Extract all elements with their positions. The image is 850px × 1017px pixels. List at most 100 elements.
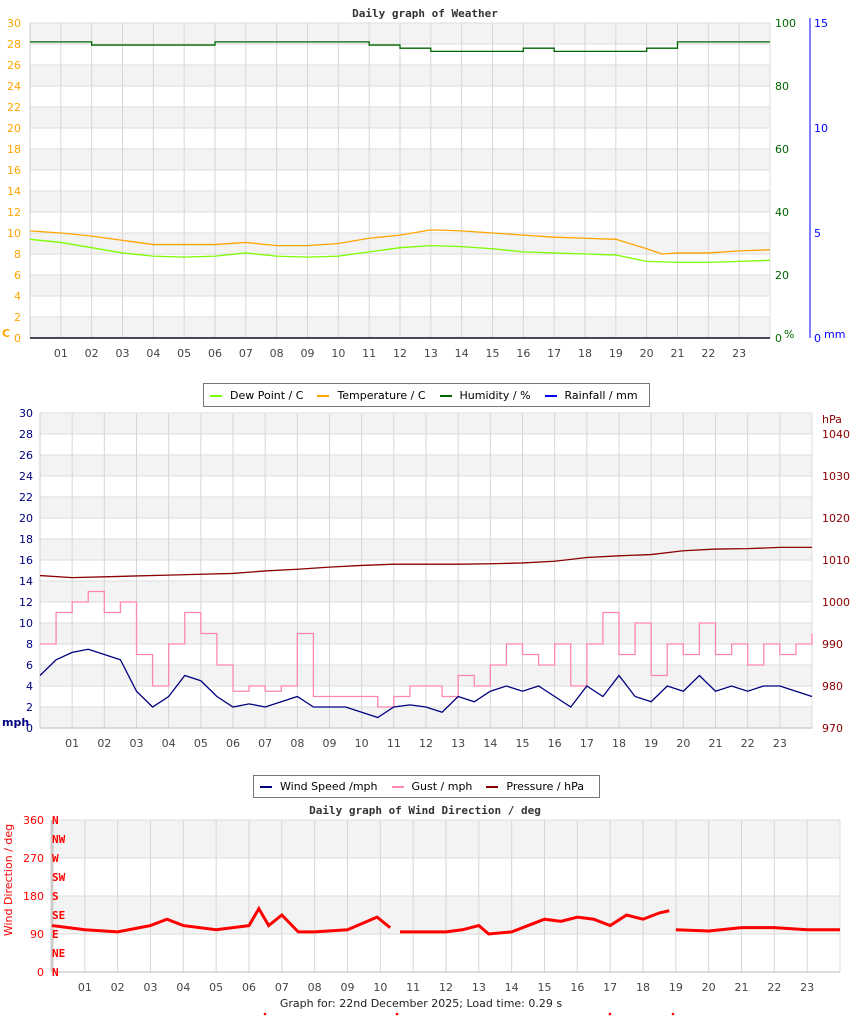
wind-tick-label: 20: [19, 512, 33, 525]
x-tick-label: 15: [486, 347, 500, 360]
humidity-tick-label: 20: [775, 269, 789, 282]
stray-point: [608, 1012, 612, 1016]
temperature-tick-label: 20: [7, 122, 21, 135]
humidity-tick-label: 80: [775, 80, 789, 93]
rainfall-tick-label: 0: [814, 332, 821, 345]
compass-label: W: [52, 852, 59, 865]
x-tick-label: 05: [209, 981, 223, 994]
x-tick-label: 16: [548, 737, 562, 750]
legend-item-gust: Gust / mph: [391, 780, 472, 793]
rainfall-tick-label: 10: [814, 122, 828, 135]
x-tick-label: 15: [516, 737, 530, 750]
series-pressure-line: [39, 546, 812, 579]
x-tick-label: 18: [578, 347, 592, 360]
legend-item-pressure: Pressure / hPa: [486, 780, 584, 793]
wind-tick-label: 28: [19, 428, 33, 441]
x-tick-label: 14: [505, 981, 519, 994]
x-tick-label: 22: [741, 737, 755, 750]
x-tick-label: 19: [669, 981, 683, 994]
legend-label: Temperature / C: [337, 388, 426, 402]
pressure-tick-label: 1030: [822, 470, 850, 483]
temperature-tick-label: 28: [7, 38, 21, 51]
wind-direction-series: [51, 905, 392, 934]
x-tick-label: 09: [301, 347, 315, 360]
x-tick-label: 23: [800, 981, 814, 994]
x-tick-label: 09: [341, 981, 355, 994]
legend-item-wind-speed: Wind Speed /mph: [260, 780, 378, 793]
compass-label: N: [52, 814, 59, 827]
compass-label: NW: [52, 833, 66, 846]
humidity-unit-label: %: [784, 328, 794, 341]
direction-tick-label: 270: [23, 852, 44, 865]
temperature-tick-label: 14: [7, 185, 21, 198]
wind-tick-label: 0: [26, 722, 33, 735]
x-tick-label: 08: [270, 347, 284, 360]
x-tick-label: 04: [162, 737, 176, 750]
wind-tick-label: 22: [19, 491, 33, 504]
pressure-tick-label: 1010: [822, 554, 850, 567]
wind-direction-series: [675, 926, 840, 933]
wind-tick-label: 2: [26, 701, 33, 714]
wind-tick-label: 6: [26, 659, 33, 672]
series-humidity-line: [30, 41, 770, 52]
x-tick-label: 17: [603, 981, 617, 994]
x-tick-label: 22: [701, 347, 715, 360]
x-tick-label: 01: [78, 981, 92, 994]
x-tick-label: 21: [671, 347, 685, 360]
temperature-tick-label: 16: [7, 164, 21, 177]
chart-title-wind-direction: Daily graph of Wind Direction / deg: [309, 804, 541, 817]
wind-direction-series: [400, 909, 670, 936]
x-tick-label: 20: [702, 981, 716, 994]
x-tick-label: 14: [483, 737, 497, 750]
temperature-tick-label: 26: [7, 59, 21, 72]
direction-tick-label: 360: [23, 814, 44, 827]
legend-label: Wind Speed /mph: [280, 780, 378, 793]
wind-tick-label: 16: [19, 554, 33, 567]
series-dew-line: [29, 238, 771, 264]
x-tick-label: 16: [570, 981, 584, 994]
legend-item-dew-point: Dew Point / C: [210, 389, 303, 402]
x-tick-label: 13: [451, 737, 465, 750]
series-temperature-line: [29, 229, 771, 255]
wind-tick-label: 24: [19, 470, 33, 483]
x-tick-label: 10: [373, 981, 387, 994]
x-tick-label: 21: [735, 981, 749, 994]
x-tick-label: 02: [111, 981, 125, 994]
temperature-unit-label: C: [2, 327, 10, 340]
legend-wind: Wind Speed /mph Gust / mph Pressure / hP…: [253, 775, 600, 798]
x-tick-label: 03: [144, 981, 158, 994]
y-axis-title: Wind Direction / deg: [2, 824, 15, 936]
pressure-tick-label: 990: [822, 638, 843, 651]
temperature-tick-label: 24: [7, 80, 21, 93]
temperature-tick-label: 10: [7, 227, 21, 240]
wind-tick-label: 8: [26, 638, 33, 651]
stray-point: [395, 1012, 399, 1016]
pressure-tick-label: 1020: [822, 512, 850, 525]
wind-tick-label: 14: [19, 575, 33, 588]
x-tick-label: 23: [732, 347, 746, 360]
pressure-tick-label: 980: [822, 680, 843, 693]
legend-label: Pressure / hPa: [506, 780, 584, 793]
x-tick-label: 08: [290, 737, 304, 750]
rainfall-tick-label: 5: [814, 227, 821, 240]
x-tick-label: 10: [355, 737, 369, 750]
x-tick-label: 22: [767, 981, 781, 994]
direction-tick-label: 0: [37, 966, 44, 979]
temperature-tick-label: 2: [14, 311, 21, 324]
legend-label: Dew Point / C: [230, 388, 304, 402]
x-tick-label: 12: [393, 347, 407, 360]
x-tick-label: 10: [331, 347, 345, 360]
x-tick-label: 23: [773, 737, 787, 750]
legend-label: Humidity / %: [459, 388, 531, 402]
x-tick-label: 19: [644, 737, 658, 750]
x-tick-label: 20: [640, 347, 654, 360]
direction-tick-label: 90: [30, 928, 44, 941]
wind-tick-label: 12: [19, 596, 33, 609]
direction-tick-label: 180: [23, 890, 44, 903]
wind-unit-label: mph: [2, 716, 29, 729]
x-tick-label: 11: [387, 737, 401, 750]
x-tick-label: 07: [275, 981, 289, 994]
rainfall-unit-label: mm: [824, 328, 845, 341]
x-tick-label: 03: [130, 737, 144, 750]
